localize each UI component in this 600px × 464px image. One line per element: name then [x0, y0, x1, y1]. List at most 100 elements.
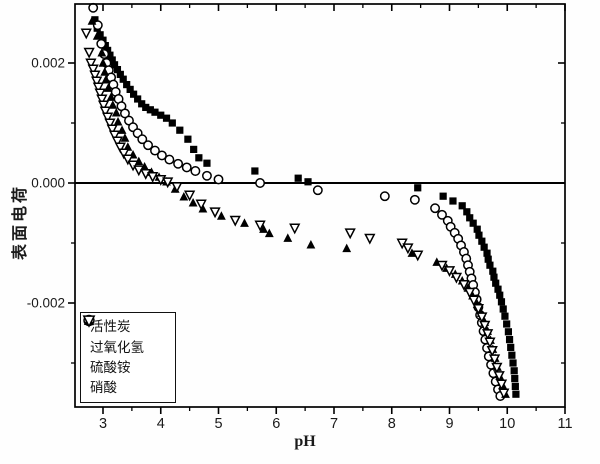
y-tick-label: 0.002 — [31, 56, 65, 71]
marker — [96, 94, 108, 106]
marker — [480, 243, 488, 251]
marker — [202, 170, 212, 181]
marker — [118, 148, 130, 160]
marker — [464, 287, 476, 299]
marker — [436, 260, 448, 272]
marker — [123, 81, 131, 89]
marker — [229, 215, 241, 227]
marker — [203, 159, 211, 167]
marker — [213, 174, 224, 185]
marker — [412, 250, 424, 262]
legend-item-nitric-acid: 硝酸 — [82, 315, 169, 397]
legend: 活性炭 过氧化氢 硫酸铵 硝酸 — [80, 312, 176, 403]
marker — [437, 209, 447, 220]
marker — [119, 108, 130, 119]
marker — [94, 88, 106, 100]
marker — [503, 320, 511, 328]
marker — [179, 192, 189, 201]
marker — [481, 329, 494, 341]
marker — [147, 171, 159, 183]
marker — [344, 228, 356, 240]
marker — [240, 218, 249, 227]
marker — [188, 198, 198, 207]
legend-label: 硝酸 — [90, 380, 117, 396]
marker — [495, 379, 508, 391]
x-tick-label: 3 — [99, 416, 107, 432]
marker — [409, 194, 420, 205]
marker — [479, 320, 491, 332]
marker — [430, 203, 441, 214]
marker — [92, 20, 103, 31]
marker — [176, 126, 184, 134]
x-axis: 3 4 5 6 7 8 9 10 11 — [99, 4, 573, 432]
marker — [491, 362, 503, 374]
marker — [184, 135, 192, 143]
marker — [138, 100, 146, 108]
x-tick-label: 7 — [330, 416, 338, 432]
x-tick-label: 10 — [499, 416, 515, 432]
marker — [85, 58, 97, 70]
marker — [156, 150, 167, 161]
marker — [443, 266, 456, 278]
marker — [91, 16, 99, 24]
marker — [168, 119, 176, 127]
marker — [294, 174, 302, 182]
marker — [89, 70, 101, 82]
marker — [458, 202, 466, 210]
marker — [92, 82, 105, 94]
marker — [142, 103, 150, 111]
marker — [496, 291, 504, 299]
marker — [106, 51, 114, 59]
marker — [162, 177, 174, 189]
marker — [83, 47, 95, 59]
marker — [143, 140, 153, 151]
marker — [449, 197, 457, 205]
marker — [304, 178, 312, 186]
marker — [466, 214, 474, 222]
marker — [88, 2, 99, 13]
marker — [113, 117, 123, 126]
y-tick-label: -0.002 — [27, 296, 65, 311]
marker — [181, 162, 192, 173]
legend-item-activated-carbon: 活性炭 — [84, 316, 169, 337]
marker — [91, 76, 103, 88]
marker — [106, 124, 118, 136]
marker — [82, 315, 96, 328]
marker — [251, 167, 259, 175]
marker — [508, 351, 516, 359]
marker — [101, 112, 114, 124]
marker — [110, 61, 119, 69]
marker — [101, 75, 111, 84]
marker — [117, 125, 127, 134]
series-nitric-acid — [80, 28, 510, 400]
x-tick-label: 11 — [557, 416, 572, 432]
marker — [116, 70, 124, 78]
marker — [475, 231, 483, 239]
x-tick-label: 9 — [445, 416, 453, 432]
marker — [146, 106, 154, 114]
marker — [463, 208, 471, 216]
plot-border — [74, 3, 566, 408]
marker — [478, 237, 486, 245]
marker — [509, 359, 517, 367]
marker — [511, 375, 519, 383]
marker — [209, 207, 221, 219]
marker — [87, 64, 99, 76]
marker — [484, 255, 492, 263]
marker — [126, 85, 134, 93]
marker — [98, 58, 108, 67]
marker — [259, 224, 268, 233]
marker — [483, 249, 491, 257]
marker — [468, 295, 480, 307]
marker — [414, 184, 422, 192]
marker — [92, 31, 102, 40]
marker — [254, 220, 266, 232]
legend-label: 活性炭 — [90, 319, 131, 335]
marker — [99, 106, 111, 118]
marker — [104, 118, 116, 130]
marker — [497, 298, 506, 306]
x-tick-label: 6 — [272, 416, 280, 432]
y-tick-label: 0.000 — [31, 176, 65, 191]
x-tick-label: 4 — [157, 416, 165, 432]
